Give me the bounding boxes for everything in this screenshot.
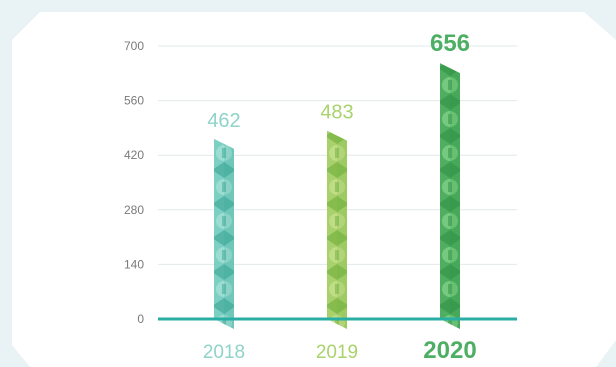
y-tick-label: 280 [124,203,144,217]
x-category-label: 2020 [423,337,476,364]
bar-value-label: 462 [207,110,240,132]
bar-labels: 462 483 656 [207,30,470,132]
bar-2018 [214,138,234,329]
x-category-label: 2019 [316,342,358,363]
bar-2020 [440,63,460,329]
y-tick-label: 140 [124,257,144,271]
bar-2019 [327,130,347,329]
x-axis-categories: 2018 2019 2020 [203,337,477,364]
y-tick-label: 700 [124,39,144,53]
y-tick-label: 420 [124,148,144,162]
bar-value-label: 656 [430,30,470,57]
y-tick-label: 560 [124,94,144,108]
bar-shade [450,68,460,329]
bar-shade [224,143,234,329]
y-axis-ticks: 0 140 280 420 560 700 [124,39,144,326]
bar-value-label: 483 [320,102,353,124]
y-tick-label: 0 [137,312,144,326]
bars [214,63,460,329]
bar-shade [337,135,347,329]
chart-panel [12,12,616,367]
x-category-label: 2018 [203,342,245,363]
